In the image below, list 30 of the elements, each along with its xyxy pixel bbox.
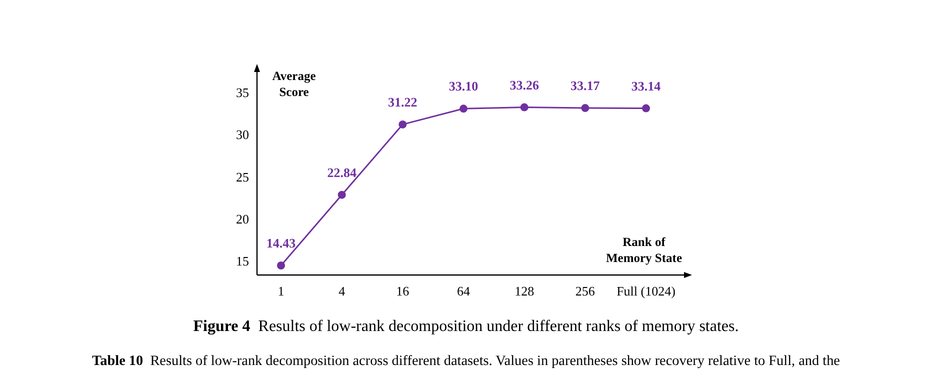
x-tick-label: 128 [514, 284, 534, 299]
y-tick-label: 35 [236, 85, 249, 100]
point [460, 104, 468, 113]
caption: Table 10 Results of low-rank decomposition across different datasets. Values in parentheses show recovery relative to Full, and the [92, 353, 840, 369]
x-tick-label: 64 [457, 284, 470, 299]
text: 14.43 [266, 236, 296, 251]
y-tick-label: 30 [236, 127, 249, 142]
text: 33.17 [570, 78, 600, 94]
text: 31.22 [388, 94, 418, 110]
x-tick-label: 16 [396, 284, 410, 299]
point [277, 262, 285, 270]
text: 22.84 [327, 164, 356, 180]
x-tick-label: 1 [278, 284, 284, 299]
y-tick-label: 25 [236, 169, 249, 184]
point [338, 190, 346, 199]
x-tick-label: 4 [338, 284, 346, 299]
point [642, 104, 650, 112]
point [581, 104, 590, 112]
x-tick-label: Full (1024) [616, 284, 676, 299]
y-tick-label: 20 [236, 211, 249, 226]
y-axis-title: Average Score [272, 69, 316, 99]
text: 33.26 [510, 77, 539, 92]
caption: Figure 4 Results of low-rank decomposition under different ranks of memory states. [193, 318, 739, 335]
x-tick-label: 256 [575, 284, 596, 299]
x-axis-title: Rank of Memory State [606, 235, 682, 265]
point [520, 103, 528, 112]
point [398, 120, 407, 128]
text: 33.10 [448, 78, 478, 94]
text: 33.14 [631, 78, 661, 94]
y-tick-label: 15 [236, 253, 249, 268]
